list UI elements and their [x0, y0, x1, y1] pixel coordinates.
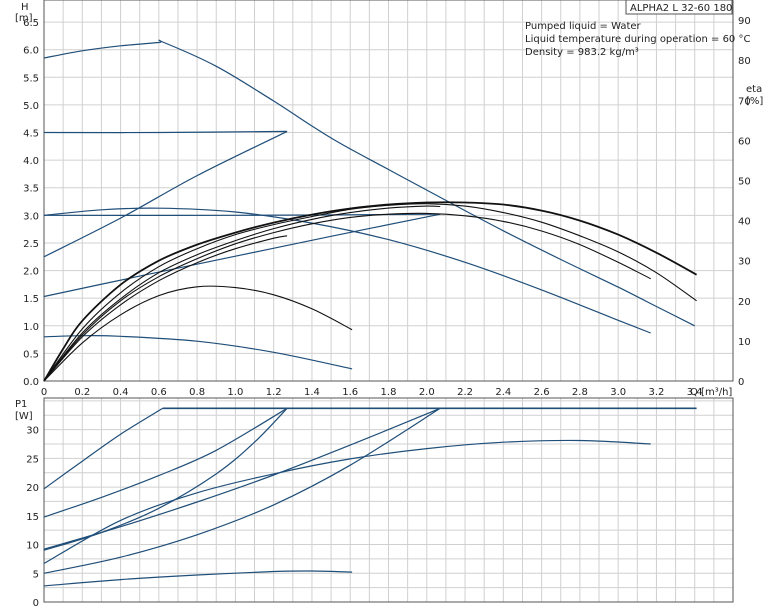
- eta-axis-unit: [%]: [746, 96, 763, 107]
- flow-tick-label: 2.6: [534, 387, 550, 398]
- head-chart: 0 0.2 0.4 0.6 0.8 1.0 1.2 1.4 1.6 1.8 2.0 2.2 2.4 2.6…: [15, 0, 763, 398]
- head-axis-label: H: [21, 2, 29, 13]
- power-curve-7: [43, 439, 651, 565]
- head-tick-label: 1.5: [23, 294, 39, 305]
- eta-tick-labels: 0 10 20 30 40 50 60 70 80 90: [738, 16, 751, 388]
- head-tick-label: 0.5: [23, 349, 39, 360]
- power-tick-label: 0: [33, 598, 39, 609]
- eta-curve-11: [43, 212, 651, 382]
- power-tick-label: 20: [26, 483, 39, 494]
- power-tick-label: 15: [26, 512, 39, 523]
- power-tick-label: 25: [26, 454, 39, 465]
- head-plot-frame: [43, 0, 734, 382]
- model-label: ALPHA2 L 32-60 180: [630, 3, 732, 14]
- flow-tick-label: 3.0: [610, 387, 626, 398]
- power-tick-labels: 0 5 10 15 20 25 30: [26, 426, 39, 609]
- liquid-temperature-info: Liquid temperature during operation = 60…: [525, 34, 750, 45]
- eta-tick-label: 40: [738, 217, 751, 228]
- head-curve-7: [43, 335, 353, 370]
- eta-tick-label: 70: [738, 96, 751, 107]
- flow-tick-label: 1.4: [304, 387, 320, 398]
- eta-curve-9: [43, 203, 697, 382]
- eta-tick-label: 80: [738, 56, 751, 67]
- head-curve-3: [43, 130, 288, 258]
- head-curve-2: [43, 130, 288, 134]
- power-curve-5: [43, 407, 441, 550]
- eta-tick-label: 10: [738, 337, 751, 348]
- eta-tick-label: 90: [738, 16, 751, 27]
- power-tick-label: 30: [26, 426, 39, 437]
- eta-axis-label: eta: [746, 84, 762, 95]
- power-curves: [43, 407, 697, 587]
- power-tick-label: 10: [26, 541, 39, 552]
- power-tick-label: 5: [33, 569, 39, 580]
- eta-curve-10: [43, 205, 441, 382]
- head-curve-6: [43, 207, 651, 334]
- eta-curve-8: [43, 201, 698, 382]
- power-curve-3: [43, 407, 288, 518]
- power-axis-label: P1: [15, 399, 27, 410]
- eta-tick-label: 20: [738, 297, 751, 308]
- flow-tick-labels: 0 0.2 0.4 0.6 0.8 1.0 1.2 1.4 1.6 1.8 2.0 2.2 2.4 2.6…: [41, 387, 703, 398]
- flow-tick-label: 3.4: [687, 387, 703, 398]
- flow-tick-label: 1.8: [381, 387, 397, 398]
- flow-tick-label: 0.8: [189, 387, 205, 398]
- head-tick-label: 6.5: [23, 18, 39, 29]
- power-plot-frame: [43, 397, 734, 603]
- head-tick-label: 2.5: [23, 239, 39, 250]
- eta-tick-label: 0: [738, 377, 744, 388]
- pumped-liquid-info: Pumped liquid = Water: [525, 21, 642, 32]
- eta-tick-label: 50: [738, 176, 751, 187]
- flow-tick-label: 0.4: [113, 387, 129, 398]
- head-eta-curves: [43, 39, 698, 382]
- head-curve-5: [43, 213, 441, 298]
- flow-tick-label: 2.2: [457, 387, 473, 398]
- eta-curve-12: [43, 235, 288, 382]
- flow-tick-label: 0.6: [151, 387, 167, 398]
- head-tick-label: 1.0: [23, 322, 39, 333]
- head-tick-label: 4.5: [23, 129, 39, 140]
- flow-tick-label: 1.6: [342, 387, 358, 398]
- flow-tick-label: 2.4: [495, 387, 511, 398]
- head-tick-label: 3.5: [23, 184, 39, 195]
- power-chart: 0 5 10 15 20 25 30 P1 [W]: [15, 397, 734, 609]
- power-curve-8: [43, 570, 353, 587]
- head-tick-labels: 0.0 0.5 1.0 1.5 2.0 2.5 3.0 3.5 4.0 4.5 5.0 5.5 6.0 6…: [23, 18, 39, 388]
- flow-tick-label: 1.0: [227, 387, 243, 398]
- power-grid: [43, 398, 734, 603]
- flow-tick-label: 0.2: [74, 387, 90, 398]
- flow-tick-label: 2.0: [419, 387, 435, 398]
- flow-tick-label: 0: [41, 387, 47, 398]
- head-axis-unit: [m]: [15, 13, 33, 24]
- density-info: Density = 983.2 kg/m³: [525, 47, 639, 58]
- head-tick-label: 6.0: [23, 46, 39, 57]
- power-curve-6: [43, 407, 441, 574]
- head-tick-label: 4.0: [23, 156, 39, 167]
- power-curve-2: [43, 407, 164, 490]
- head-tick-label: 2.0: [23, 267, 39, 278]
- model-label-box: [625, 0, 733, 15]
- flow-axis-label: Q [m³/h]: [690, 387, 732, 398]
- power-axis-unit: [W]: [15, 411, 33, 422]
- flow-tick-label: 2.8: [572, 387, 588, 398]
- flow-tick-label: 3.2: [648, 387, 664, 398]
- head-tick-label: 5.5: [23, 73, 39, 84]
- head-tick-label: 5.0: [23, 101, 39, 112]
- head-curve-1: [43, 39, 695, 327]
- head-tick-label: 0.0: [23, 377, 39, 388]
- eta-curve-13: [43, 285, 353, 382]
- eta-tick-label: 30: [738, 257, 751, 268]
- eta-tick-label: 60: [738, 136, 751, 147]
- flow-tick-label: 1.2: [266, 387, 282, 398]
- head-tick-label: 3.0: [23, 211, 39, 222]
